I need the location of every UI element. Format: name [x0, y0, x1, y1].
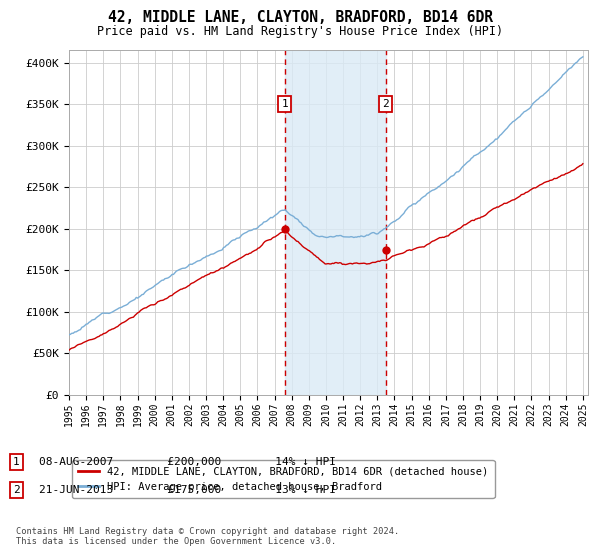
- Text: 1: 1: [281, 99, 288, 109]
- Text: 08-AUG-2007        £200,000        14% ↓ HPI: 08-AUG-2007 £200,000 14% ↓ HPI: [39, 457, 336, 467]
- Text: Price paid vs. HM Land Registry's House Price Index (HPI): Price paid vs. HM Land Registry's House …: [97, 25, 503, 38]
- Text: 21-JUN-2013        £175,000        13% ↓ HPI: 21-JUN-2013 £175,000 13% ↓ HPI: [39, 485, 336, 495]
- Text: Contains HM Land Registry data © Crown copyright and database right 2024.
This d: Contains HM Land Registry data © Crown c…: [16, 526, 400, 546]
- Text: 42, MIDDLE LANE, CLAYTON, BRADFORD, BD14 6DR: 42, MIDDLE LANE, CLAYTON, BRADFORD, BD14…: [107, 10, 493, 25]
- Bar: [285, 50, 386, 395]
- Text: 2: 2: [383, 99, 389, 109]
- Legend: 42, MIDDLE LANE, CLAYTON, BRADFORD, BD14 6DR (detached house), HPI: Average pric: 42, MIDDLE LANE, CLAYTON, BRADFORD, BD14…: [71, 460, 494, 498]
- Text: 1: 1: [13, 457, 20, 467]
- Text: 2: 2: [13, 485, 20, 495]
